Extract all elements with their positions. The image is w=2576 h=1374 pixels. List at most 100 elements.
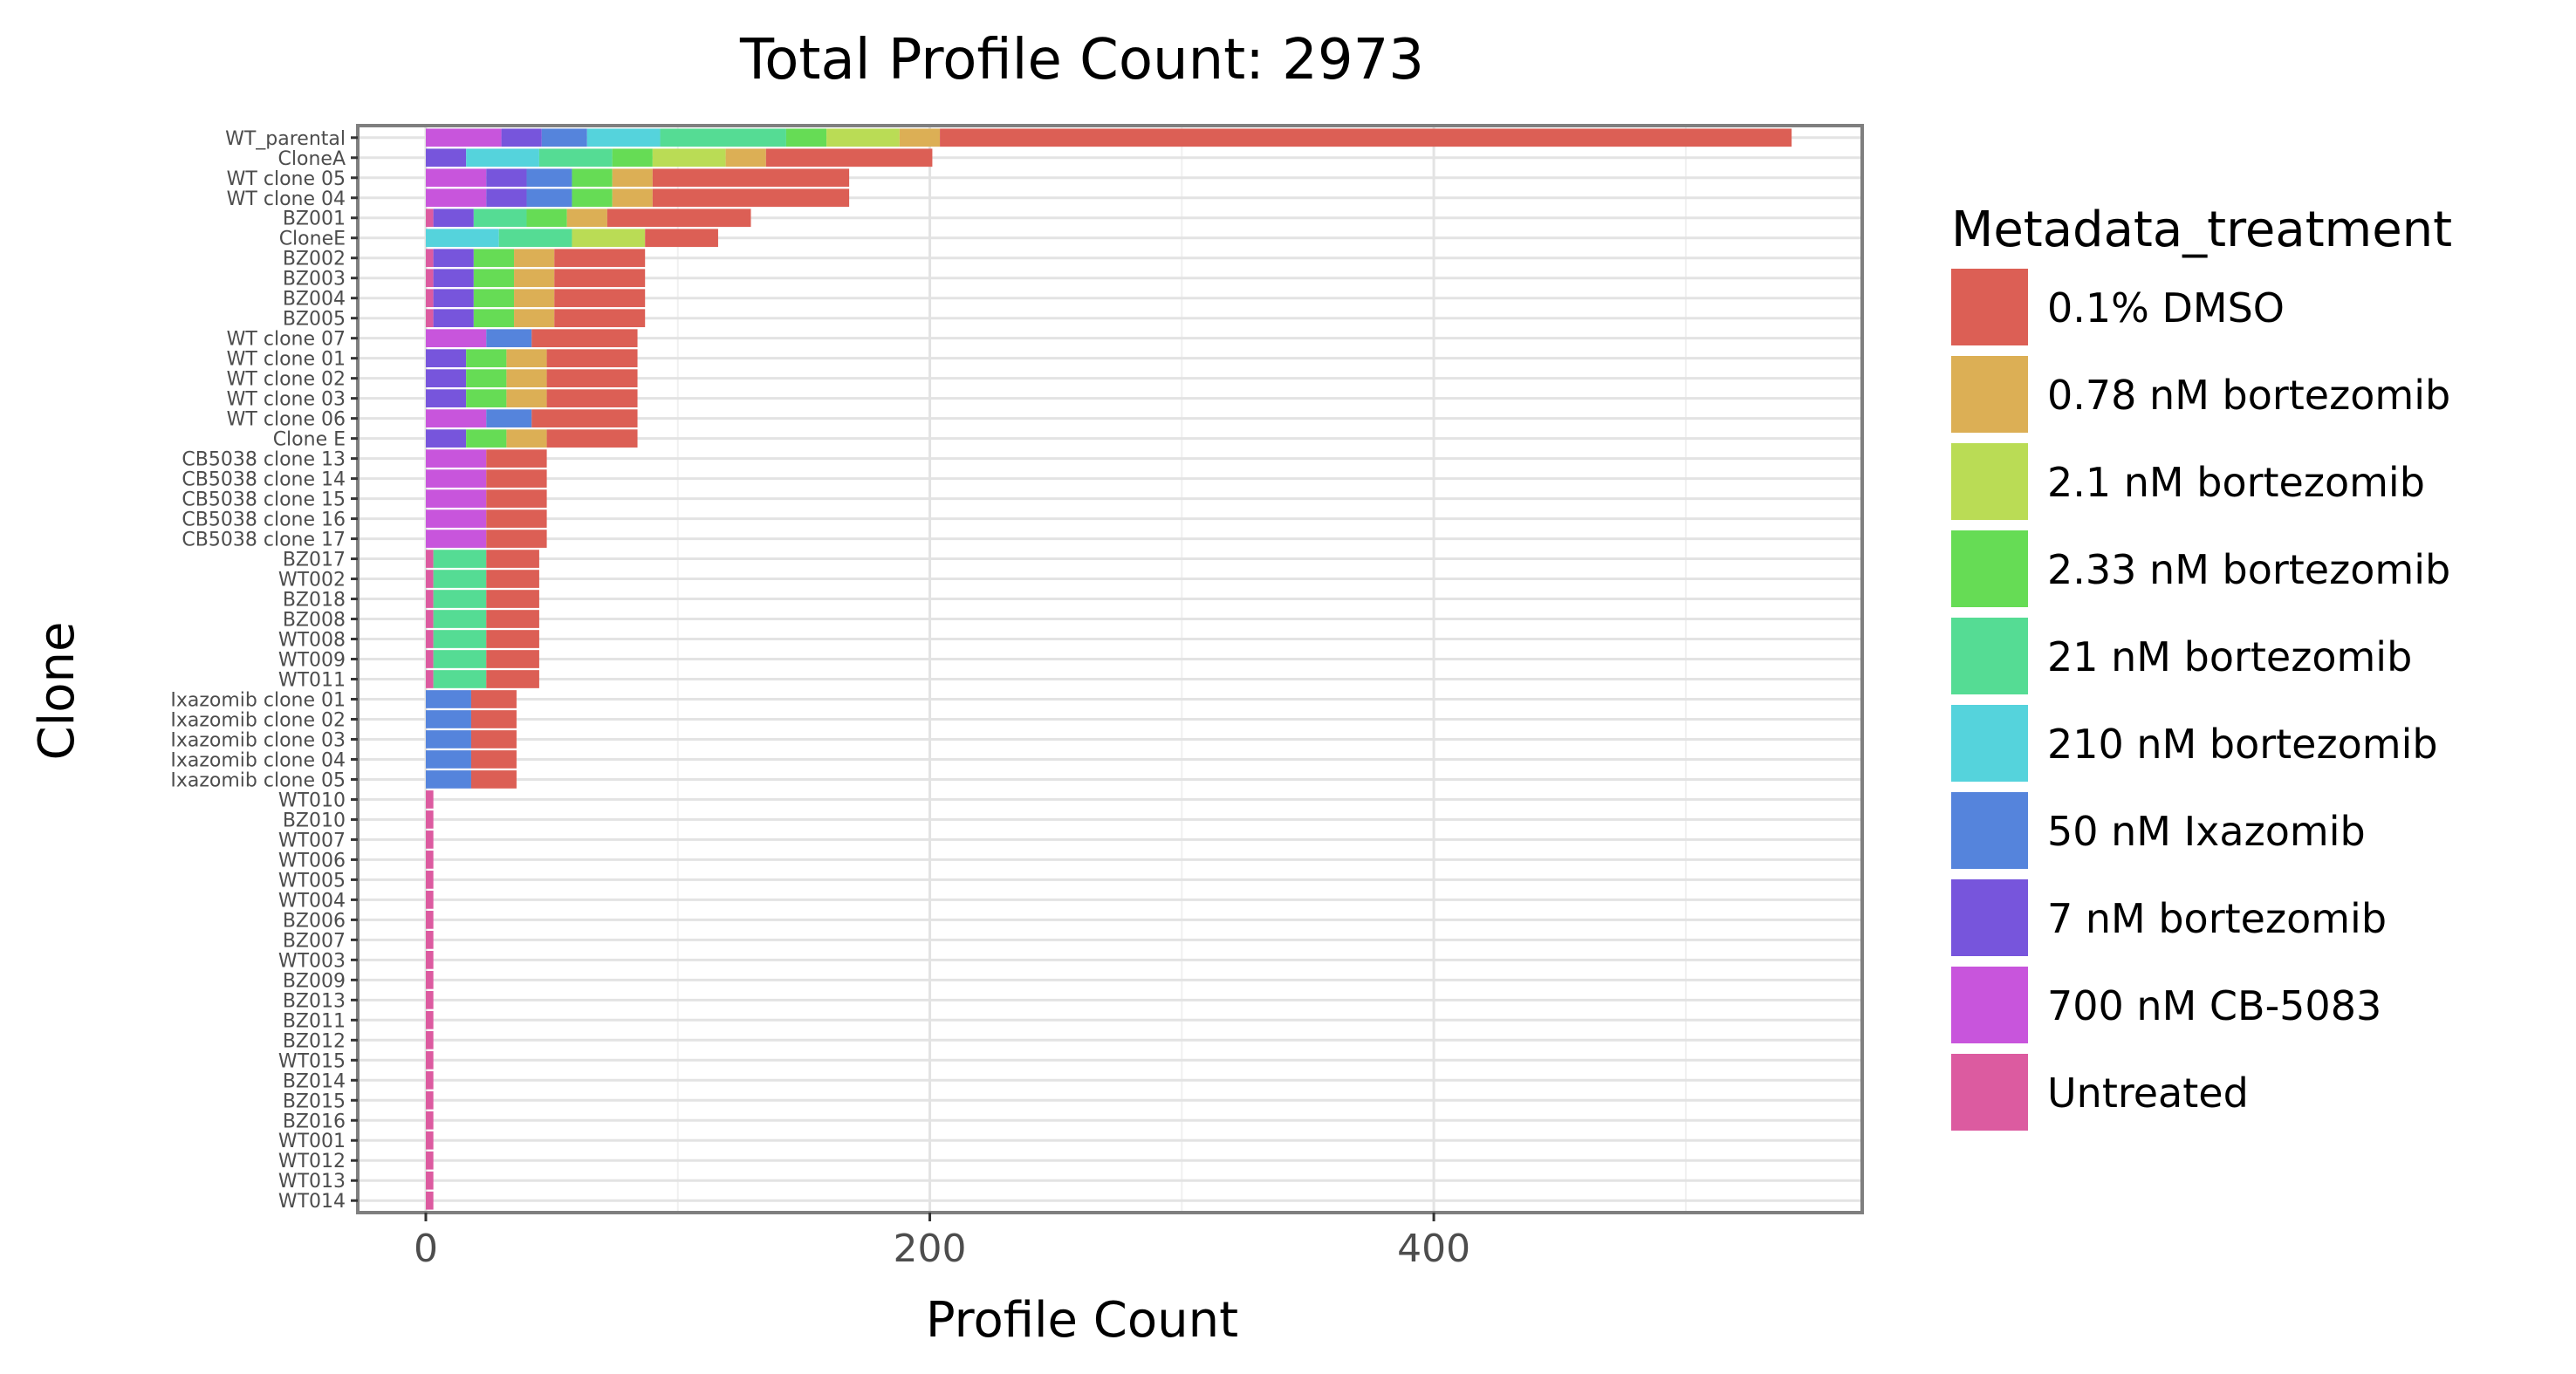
bar-segment xyxy=(425,790,434,809)
bar-segment xyxy=(425,770,471,789)
bar-segment xyxy=(566,208,607,228)
y-tick-label: Ixazomib clone 04 xyxy=(170,749,346,771)
y-tick-label: Ixazomib clone 03 xyxy=(170,729,346,751)
bar-segment xyxy=(473,208,527,228)
bar-segment xyxy=(486,570,539,588)
y-tick-label: Ixazomib clone 02 xyxy=(170,709,346,731)
bar-segment xyxy=(554,289,646,308)
bar-segment xyxy=(433,550,487,568)
y-tick-label: WT011 xyxy=(278,669,346,691)
legend-label: 21 nM bortezomib xyxy=(2047,633,2412,680)
y-tick-label: Clone E xyxy=(273,429,346,451)
bar-segment xyxy=(425,128,502,147)
legend-swatch xyxy=(1951,618,2028,694)
bar-segment xyxy=(425,229,499,248)
legend-swatch xyxy=(1951,443,2028,520)
bar-segment xyxy=(554,269,646,288)
bar-segment xyxy=(425,509,487,528)
y-tick-label: WT008 xyxy=(278,630,346,652)
bar-segment xyxy=(940,128,1792,147)
legend-label: 0.1% DMSO xyxy=(2047,284,2285,332)
bar-segment xyxy=(425,911,434,929)
bar-segment xyxy=(486,329,532,348)
bar-segment xyxy=(546,389,638,407)
bar-segment xyxy=(425,950,434,969)
x-axis-title: Profile Count xyxy=(926,1292,1238,1349)
bar-segment xyxy=(433,249,474,268)
legend-label: 210 nM bortezomib xyxy=(2047,721,2438,768)
bar-segment xyxy=(425,389,467,407)
bar-segment xyxy=(425,931,434,949)
y-tick-label: CloneE xyxy=(279,229,346,250)
y-tick-label: WT003 xyxy=(278,950,346,972)
y-tick-label: BZ008 xyxy=(283,610,346,632)
bar-segment xyxy=(526,188,572,208)
legend-swatch xyxy=(1951,1054,2028,1131)
bar-segment xyxy=(473,309,515,328)
bar-segment xyxy=(506,389,547,407)
legend-label: 700 nM CB-5083 xyxy=(2047,982,2381,1029)
bar-segment xyxy=(425,1131,434,1150)
bar-segment xyxy=(433,269,474,288)
bar-segment xyxy=(466,349,507,368)
bar-segment xyxy=(425,990,434,1009)
y-tick-label: Ixazomib clone 01 xyxy=(170,689,346,711)
bar-segment xyxy=(486,409,532,427)
y-tick-label: CB5038 clone 15 xyxy=(182,489,346,511)
y-axis-title: Clone xyxy=(29,622,86,761)
y-tick-label: BZ001 xyxy=(283,208,346,230)
bar-segment xyxy=(433,630,487,648)
bar-segment xyxy=(486,469,547,488)
legend: Metadata_treatment 0.1% DMSO 0.78 nM bort… xyxy=(1951,202,2452,1131)
bar-segment xyxy=(486,188,527,208)
bar-segment xyxy=(425,670,434,688)
bar-segment xyxy=(425,1050,434,1070)
bar-segment xyxy=(725,148,766,167)
y-tick-label: BZ012 xyxy=(283,1030,346,1052)
x-tick-label: 400 xyxy=(1397,1227,1470,1271)
bar-segment xyxy=(473,289,515,308)
bar-segment xyxy=(425,610,434,628)
bar-segment xyxy=(425,1151,434,1170)
bar-segment xyxy=(586,128,661,147)
y-tick-label: BZ006 xyxy=(283,910,346,932)
legend-swatch xyxy=(1951,879,2028,956)
bar-segment xyxy=(506,369,547,388)
bar-segment xyxy=(466,148,539,167)
bar-segment xyxy=(486,509,547,528)
bar-segment xyxy=(433,309,474,328)
y-tick-label: WT clone 04 xyxy=(227,188,346,210)
bar-segment xyxy=(531,329,638,348)
bar-segment xyxy=(470,770,517,789)
y-tick-label: WT005 xyxy=(278,870,346,892)
bar-segment xyxy=(541,128,587,147)
bar-segment xyxy=(554,309,646,328)
bar-segment xyxy=(612,188,653,208)
bar-segment xyxy=(433,590,487,608)
y-tick-label: WT010 xyxy=(278,790,346,811)
bar-segment xyxy=(526,168,572,188)
y-tick-label: BZ010 xyxy=(283,810,346,831)
bar-segment xyxy=(425,530,487,548)
y-tick-label: BZ017 xyxy=(283,550,346,571)
bar-segment xyxy=(612,168,653,188)
y-tick-label: BZ015 xyxy=(283,1090,346,1112)
y-tick-label: BZ002 xyxy=(283,249,346,270)
y-tick-label: BZ018 xyxy=(283,590,346,612)
bar-segment xyxy=(514,289,555,308)
bar-segment xyxy=(652,188,850,208)
y-tick-label: BZ014 xyxy=(283,1070,346,1092)
bar-segment xyxy=(425,970,434,989)
bar-segment xyxy=(466,369,507,388)
y-tick-label: BZ004 xyxy=(283,289,346,311)
bar-segment xyxy=(899,128,941,147)
bar-segment xyxy=(486,650,539,668)
bar-segment xyxy=(425,429,467,448)
legend-label: Untreated xyxy=(2047,1070,2249,1117)
bar-segment xyxy=(572,168,613,188)
bar-segment xyxy=(606,208,751,228)
bar-segment xyxy=(826,128,900,147)
y-tick-label: WT clone 01 xyxy=(227,349,346,371)
